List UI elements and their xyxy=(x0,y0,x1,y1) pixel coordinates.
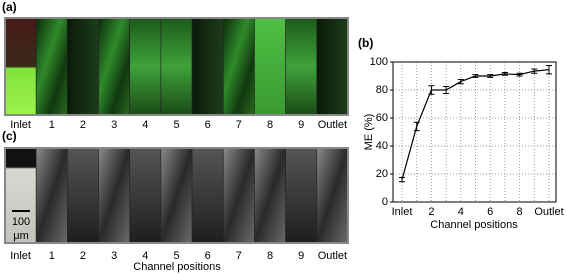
y-tick-label: 60 xyxy=(376,112,388,124)
panel-label: (a) xyxy=(2,0,17,14)
x-tick-label: 5 xyxy=(173,250,179,262)
image-strips xyxy=(4,17,349,244)
micrograph xyxy=(191,17,224,116)
scale-bar-label: 100 xyxy=(12,216,30,228)
x-tick-label: 5 xyxy=(173,119,179,131)
micrograph xyxy=(316,17,349,116)
micrograph xyxy=(98,17,131,116)
x-tick-label: 1 xyxy=(49,119,55,131)
error-bar xyxy=(399,177,405,183)
micrograph xyxy=(316,147,349,244)
x-tick-label: 7 xyxy=(236,250,242,262)
error-bar xyxy=(413,121,420,132)
x-tick-label: 9 xyxy=(298,119,304,131)
error-bar xyxy=(443,86,450,94)
x-tick-label: Outlet xyxy=(318,119,347,131)
error-bar xyxy=(428,85,435,95)
x-tick-label: 7 xyxy=(236,119,242,131)
y-tick-label: 20 xyxy=(376,168,388,180)
error-bar xyxy=(472,74,479,78)
panel-label: (b) xyxy=(358,36,373,50)
micrograph xyxy=(222,147,255,244)
micrograph xyxy=(129,17,162,116)
micrograph xyxy=(35,17,68,116)
x-tick-label: 6 xyxy=(205,250,211,262)
frame xyxy=(4,17,349,116)
error-bar xyxy=(501,72,508,76)
error-bar xyxy=(457,79,464,85)
x-tick-label: 4 xyxy=(142,250,148,262)
error-bar xyxy=(516,72,523,77)
x-tick-label: 3 xyxy=(111,119,117,131)
x-tick-label: 9 xyxy=(298,250,304,262)
x-tick-label: 8 xyxy=(267,250,273,262)
x-tick-label: 8 xyxy=(517,206,523,218)
x-axis-title: Channel positions xyxy=(430,219,518,231)
x-tick-label: Inlet xyxy=(392,206,413,218)
micrograph xyxy=(4,147,37,244)
micrograph xyxy=(254,17,286,116)
y-tick-label: 40 xyxy=(376,140,388,152)
micrograph xyxy=(67,17,99,116)
x-tick-label: Inlet xyxy=(10,250,31,262)
x-tick-label: 2 xyxy=(80,250,86,262)
micrograph xyxy=(254,147,286,244)
x-tick-label: Outlet xyxy=(534,206,563,218)
panel-label: (c) xyxy=(2,129,17,143)
x-tick-label: Inlet xyxy=(10,119,31,131)
x-tick-label: 6 xyxy=(487,206,493,218)
x-tick-label: 8 xyxy=(267,119,273,131)
micrograph xyxy=(285,147,318,244)
frame xyxy=(4,147,349,244)
x-tick-label: 2 xyxy=(80,119,86,131)
x-tick-label: 1 xyxy=(49,250,55,262)
plot-frame xyxy=(392,61,557,203)
error-bar xyxy=(546,65,552,75)
micrograph xyxy=(191,147,224,244)
micrograph xyxy=(285,17,318,116)
x-tick-label: 2 xyxy=(428,206,434,218)
micrograph xyxy=(222,17,255,116)
micrograph xyxy=(129,147,162,244)
micrograph xyxy=(98,147,131,244)
x-tick-label: 3 xyxy=(111,250,117,262)
y-axis-title: ME (%) xyxy=(363,114,375,151)
y-tick-label: 80 xyxy=(376,84,388,96)
micrograph xyxy=(35,147,68,244)
micrograph xyxy=(160,17,193,116)
error-bar xyxy=(531,68,538,74)
x-tick-label: Outlet xyxy=(318,250,347,262)
x-tick-label: 4 xyxy=(458,206,464,218)
y-tick-label: 0 xyxy=(382,196,388,208)
x-tick-label: 4 xyxy=(142,119,148,131)
x-tick-label: 6 xyxy=(205,119,211,131)
y-tick-label: 100 xyxy=(370,56,388,68)
x-axis-title: Channel positions xyxy=(133,261,221,273)
error-bar xyxy=(487,74,494,78)
micrograph xyxy=(4,17,37,116)
micrograph xyxy=(67,147,99,244)
scale-bar-label: μm xyxy=(13,230,29,242)
micrograph xyxy=(160,147,193,244)
